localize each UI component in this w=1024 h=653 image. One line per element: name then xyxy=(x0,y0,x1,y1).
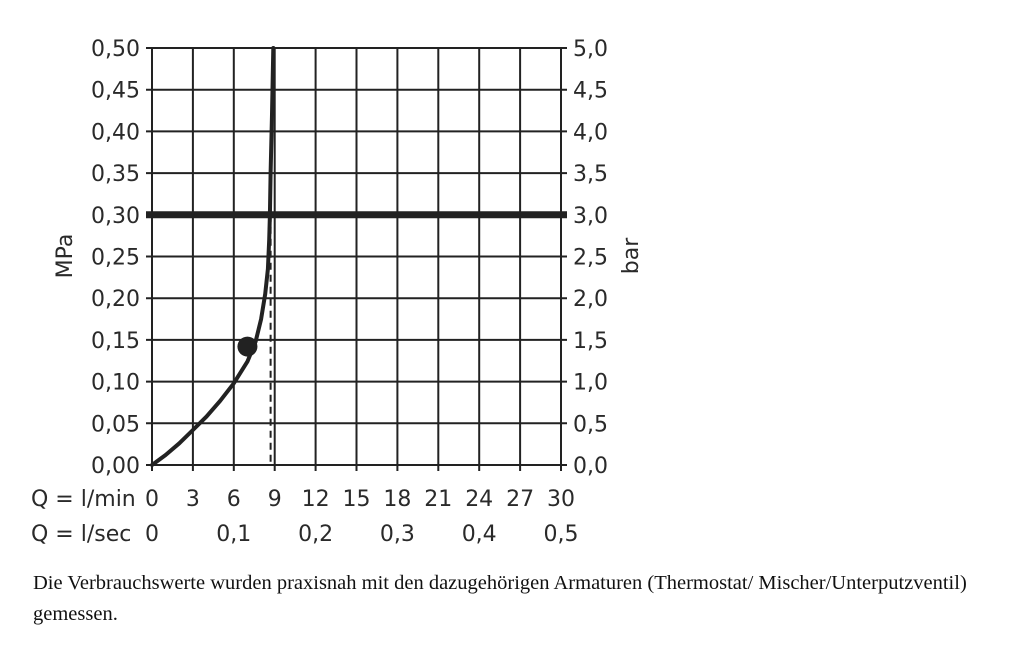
chart-marks xyxy=(146,46,567,467)
y-tick-label-right: 3,0 xyxy=(573,204,608,229)
y-axis-right-title: bar xyxy=(619,237,644,274)
x-tick-label: 0,3 xyxy=(380,522,415,547)
x-tick-label: 12 xyxy=(302,487,330,512)
x-tick-label: 0,5 xyxy=(544,522,579,547)
x-tick-label: 6 xyxy=(227,487,241,512)
caption-text: Die Verbrauchswerte wurden praxisnah mit… xyxy=(33,572,967,625)
operating-point-marker xyxy=(237,336,258,357)
y-tick-label-right: 5,0 xyxy=(573,37,608,62)
y-tick-label-right: 2,0 xyxy=(573,287,608,312)
y-tick-label-right: 4,0 xyxy=(573,120,608,145)
y-tick-label-left: 0,25 xyxy=(91,246,140,271)
x-tick-label: 0,4 xyxy=(462,522,497,547)
y-tick-label-right: 0,0 xyxy=(573,454,608,479)
y-tick-label-right: 4,5 xyxy=(573,79,608,104)
x-axis-row-label: Q = l/sec xyxy=(31,522,131,547)
y-tick-label-right: 2,5 xyxy=(573,246,608,271)
x-tick-label: 0 xyxy=(145,522,159,547)
y-axis-left-title: MPa xyxy=(53,234,78,279)
y-tick-label-left: 0,20 xyxy=(91,287,140,312)
x-tick-label: 3 xyxy=(186,487,200,512)
x-tick-label: 15 xyxy=(343,487,371,512)
y-tick-label-right: 1,5 xyxy=(573,329,608,354)
y-tick-label-left: 0,40 xyxy=(91,120,140,145)
chart-grid xyxy=(146,47,567,471)
x-tick-label: 18 xyxy=(383,487,411,512)
x-tick-label: 24 xyxy=(465,487,493,512)
x-tick-label: 0,2 xyxy=(298,522,333,547)
y-tick-label-left: 0,35 xyxy=(91,162,140,187)
x-tick-label: 0,1 xyxy=(216,522,251,547)
y-tick-label-right: 3,5 xyxy=(573,162,608,187)
x-tick-label: 0 xyxy=(145,487,159,512)
x-tick-label: 21 xyxy=(424,487,452,512)
x-tick-label: 27 xyxy=(506,487,534,512)
y-tick-label-right: 1,0 xyxy=(573,371,608,396)
flow-pressure-chart: 0,00 0,00,05 0,50,10 1,00,15 1,50,20 2,00,25 2… xyxy=(31,37,644,547)
y-tick-label-right: 0,5 xyxy=(573,412,608,437)
y-tick-label-left: 0,15 xyxy=(91,329,140,354)
y-tick-label-left: 0,10 xyxy=(91,371,140,396)
y-tick-label-left: 0,45 xyxy=(91,79,140,104)
y-tick-label-left: 0,00 xyxy=(91,454,140,479)
x-tick-label: 9 xyxy=(268,487,282,512)
tick-labels: 0,00 0,00,05 0,50,10 1,00,15 1,50,20 2,00,25 2… xyxy=(31,37,608,547)
x-axis-row-label: Q = l/min xyxy=(31,487,136,512)
y-tick-label-left: 0,30 xyxy=(91,204,140,229)
x-tick-label: 30 xyxy=(547,487,575,512)
y-tick-label-left: 0,50 xyxy=(91,37,140,62)
y-tick-label-left: 0,05 xyxy=(91,412,140,437)
